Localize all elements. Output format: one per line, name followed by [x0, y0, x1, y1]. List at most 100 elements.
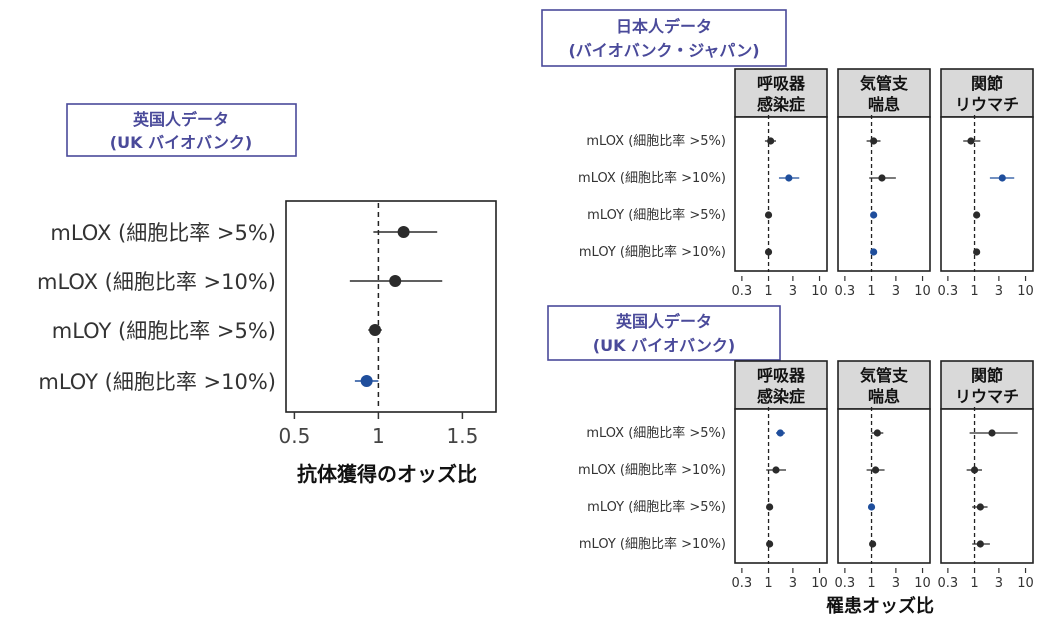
japan-facet-1-tick-label-1: 0.3 — [732, 284, 753, 299]
uk-facet-2-tick-label-2: 1 — [867, 576, 875, 591]
uk-facet-1-label-line-1: 呼吸器 — [757, 366, 806, 385]
japan-facet-2-tick-label-1: 0.3 — [835, 284, 856, 299]
uk-facet-3-point-3 — [976, 503, 984, 511]
japan-facet-2-label-line-2: 喘息 — [868, 95, 900, 114]
left-tick-label-3: 1.5 — [446, 424, 478, 448]
left-plot-panel — [285, 200, 497, 413]
left-row-label-1: mLOX (細胞比率 >5%) — [50, 221, 276, 245]
uk-facet-1-point-4 — [766, 540, 774, 548]
japan-facet-2-point-3 — [870, 211, 878, 219]
japan-facet-1-point-1 — [767, 137, 775, 145]
uk-x-axis-title: 罹患オッズ比 — [826, 595, 934, 617]
uk-facet-2-label-line-1: 気管支 — [860, 366, 909, 385]
japan-facet-3-tick-label-1: 0.3 — [938, 284, 959, 299]
japan-facet-3-strip — [940, 68, 1034, 118]
japan-facet-1-tick-label-2: 1 — [764, 284, 772, 299]
left-tick-label-1: 0.5 — [278, 424, 310, 448]
uk-facet-1-tick-label-3: 3 — [789, 576, 797, 591]
uk-facet-3-tick-label-2: 1 — [970, 576, 978, 591]
japan-row-label-3: mLOY (細胞比率 >5%) — [587, 207, 726, 223]
left-row-label-4: mLOY (細胞比率 >10%) — [38, 370, 276, 394]
uk-facet-2-label-line-2: 喘息 — [868, 387, 900, 406]
left-row-label-3: mLOY (細胞比率 >5%) — [52, 319, 276, 343]
japan-row-label-4: mLOY (細胞比率 >10%) — [579, 244, 726, 260]
uk-facets-title-box — [547, 305, 781, 361]
uk-facet-1-point-1 — [776, 429, 784, 437]
left-x-axis-title: 抗体獲得のオッズ比 — [297, 462, 477, 486]
japan-facet-1-point-4 — [764, 248, 773, 256]
japan-facet-1-label-line-2: 感染症 — [757, 95, 805, 114]
japan-facet-plot: 日本人データ (バイオバンク・ジャパン) mLOX (細胞比率 >5%) mLO… — [541, 9, 1034, 299]
japan-row-label-1: mLOX (細胞比率 >5%) — [586, 133, 726, 149]
uk-facet-3-point-4 — [976, 540, 984, 548]
uk-facet-1-label-line-2: 感染症 — [757, 387, 805, 406]
japan-facet-3-point-4 — [973, 248, 981, 256]
japan-facet-2-tick-label-2: 1 — [867, 284, 875, 299]
uk-row-label-2: mLOX (細胞比率 >10%) — [578, 462, 726, 478]
uk-facet-3-point-2 — [970, 466, 979, 474]
uk-row-label-4: mLOY (細胞比率 >10%) — [579, 536, 726, 552]
left-tick-label-2: 1 — [372, 424, 385, 448]
left-point-1 — [397, 226, 410, 238]
uk-row-label-1: mLOX (細胞比率 >5%) — [586, 425, 726, 441]
left-point-2 — [389, 275, 402, 287]
uk-facet-1-point-2 — [772, 466, 780, 474]
uk-facet-1-strip — [734, 360, 828, 410]
japan-facet-1-point-2 — [785, 174, 793, 182]
japan-facet-2-panel — [837, 116, 931, 272]
uk-facet-2-point-4 — [869, 540, 877, 548]
japan-title-line-2: (バイオバンク・ジャパン) — [568, 41, 759, 60]
japan-facet-1-tick-label-4: 10 — [811, 284, 828, 299]
japan-facet-2-tick-label-3: 3 — [892, 284, 900, 299]
uk-facets-title-line-1: 英国人データ — [615, 312, 712, 331]
uk-facet-3-label-line-2: リウマチ — [955, 387, 1019, 406]
uk-facet-3-strip — [940, 360, 1034, 410]
japan-facet-1-tick-label-3: 3 — [789, 284, 797, 299]
uk-facet-3-label-line-1: 関節 — [971, 366, 1003, 385]
left-point-3 — [369, 324, 382, 336]
uk-facet-2-tick-label-4: 10 — [914, 576, 931, 591]
japan-facet-3-label-line-2: リウマチ — [955, 95, 1019, 114]
uk-facet-3-panel — [940, 408, 1034, 564]
left-x-axis: 0.5 1 1.5 — [278, 412, 478, 448]
japan-title-box — [541, 9, 787, 67]
japan-facet-3-tick-label-2: 1 — [970, 284, 978, 299]
uk-facet-2-point-2 — [871, 466, 880, 474]
left-title-line-2: (UK バイオバンク) — [110, 133, 252, 152]
japan-facet-2-point-2 — [878, 174, 886, 182]
left-forest-plot: 英国人データ (UK バイオバンク) 0.5 1 1.5 mLOX (細胞比率 >5… — [37, 103, 497, 486]
japan-facet-1-label-line-1: 呼吸器 — [757, 74, 806, 93]
uk-facet-3-point-1 — [988, 429, 996, 437]
japan-facet-3-label-line-1: 関節 — [971, 74, 1003, 93]
japan-facet-3-tick-label-4: 10 — [1017, 284, 1034, 299]
uk-facet-2-panel — [837, 408, 931, 564]
left-point-4 — [360, 375, 373, 387]
japan-facet-2-label-line-1: 気管支 — [860, 74, 909, 93]
japan-facet-3-point-3 — [973, 211, 981, 219]
japan-plot-marks: 0.3 1 3 10 0.3 1 3 10 0.3 1 3 10 — [732, 115, 1034, 299]
japan-facet-2-point-4 — [870, 248, 878, 256]
uk-row-label-3: mLOY (細胞比率 >5%) — [587, 499, 726, 515]
japan-facet-3-point-1 — [967, 137, 975, 145]
japan-facet-1-panel — [734, 116, 828, 272]
uk-facet-2-point-1 — [873, 429, 881, 437]
japan-facet-3-panel — [940, 116, 1034, 272]
japan-facet-2-point-1 — [870, 137, 878, 145]
japan-facet-2-strip — [837, 68, 931, 118]
uk-plot-marks: 0.3 1 3 10 0.3 1 3 10 0.3 1 3 10 — [732, 407, 1034, 591]
japan-facet-3-point-2 — [998, 174, 1006, 182]
japan-facet-1-point-3 — [764, 211, 773, 219]
uk-facet-plot: 英国人データ (UK バイオバンク) mLOX (細胞比率 >5%) mLOX … — [547, 305, 1034, 617]
japan-row-label-2: mLOX (細胞比率 >10%) — [578, 170, 726, 186]
uk-facet-1-tick-label-2: 1 — [764, 576, 772, 591]
uk-facet-2-tick-label-3: 3 — [892, 576, 900, 591]
japan-title-line-1: 日本人データ — [616, 17, 712, 36]
uk-facet-1-tick-label-4: 10 — [811, 576, 828, 591]
uk-facet-3-tick-label-3: 3 — [995, 576, 1003, 591]
japan-facet-1-strip — [734, 68, 828, 118]
uk-facet-2-tick-label-1: 0.3 — [835, 576, 856, 591]
uk-facet-2-strip — [837, 360, 931, 410]
japan-facet-2-tick-label-4: 10 — [914, 284, 931, 299]
left-title-line-1: 英国人データ — [132, 110, 229, 129]
